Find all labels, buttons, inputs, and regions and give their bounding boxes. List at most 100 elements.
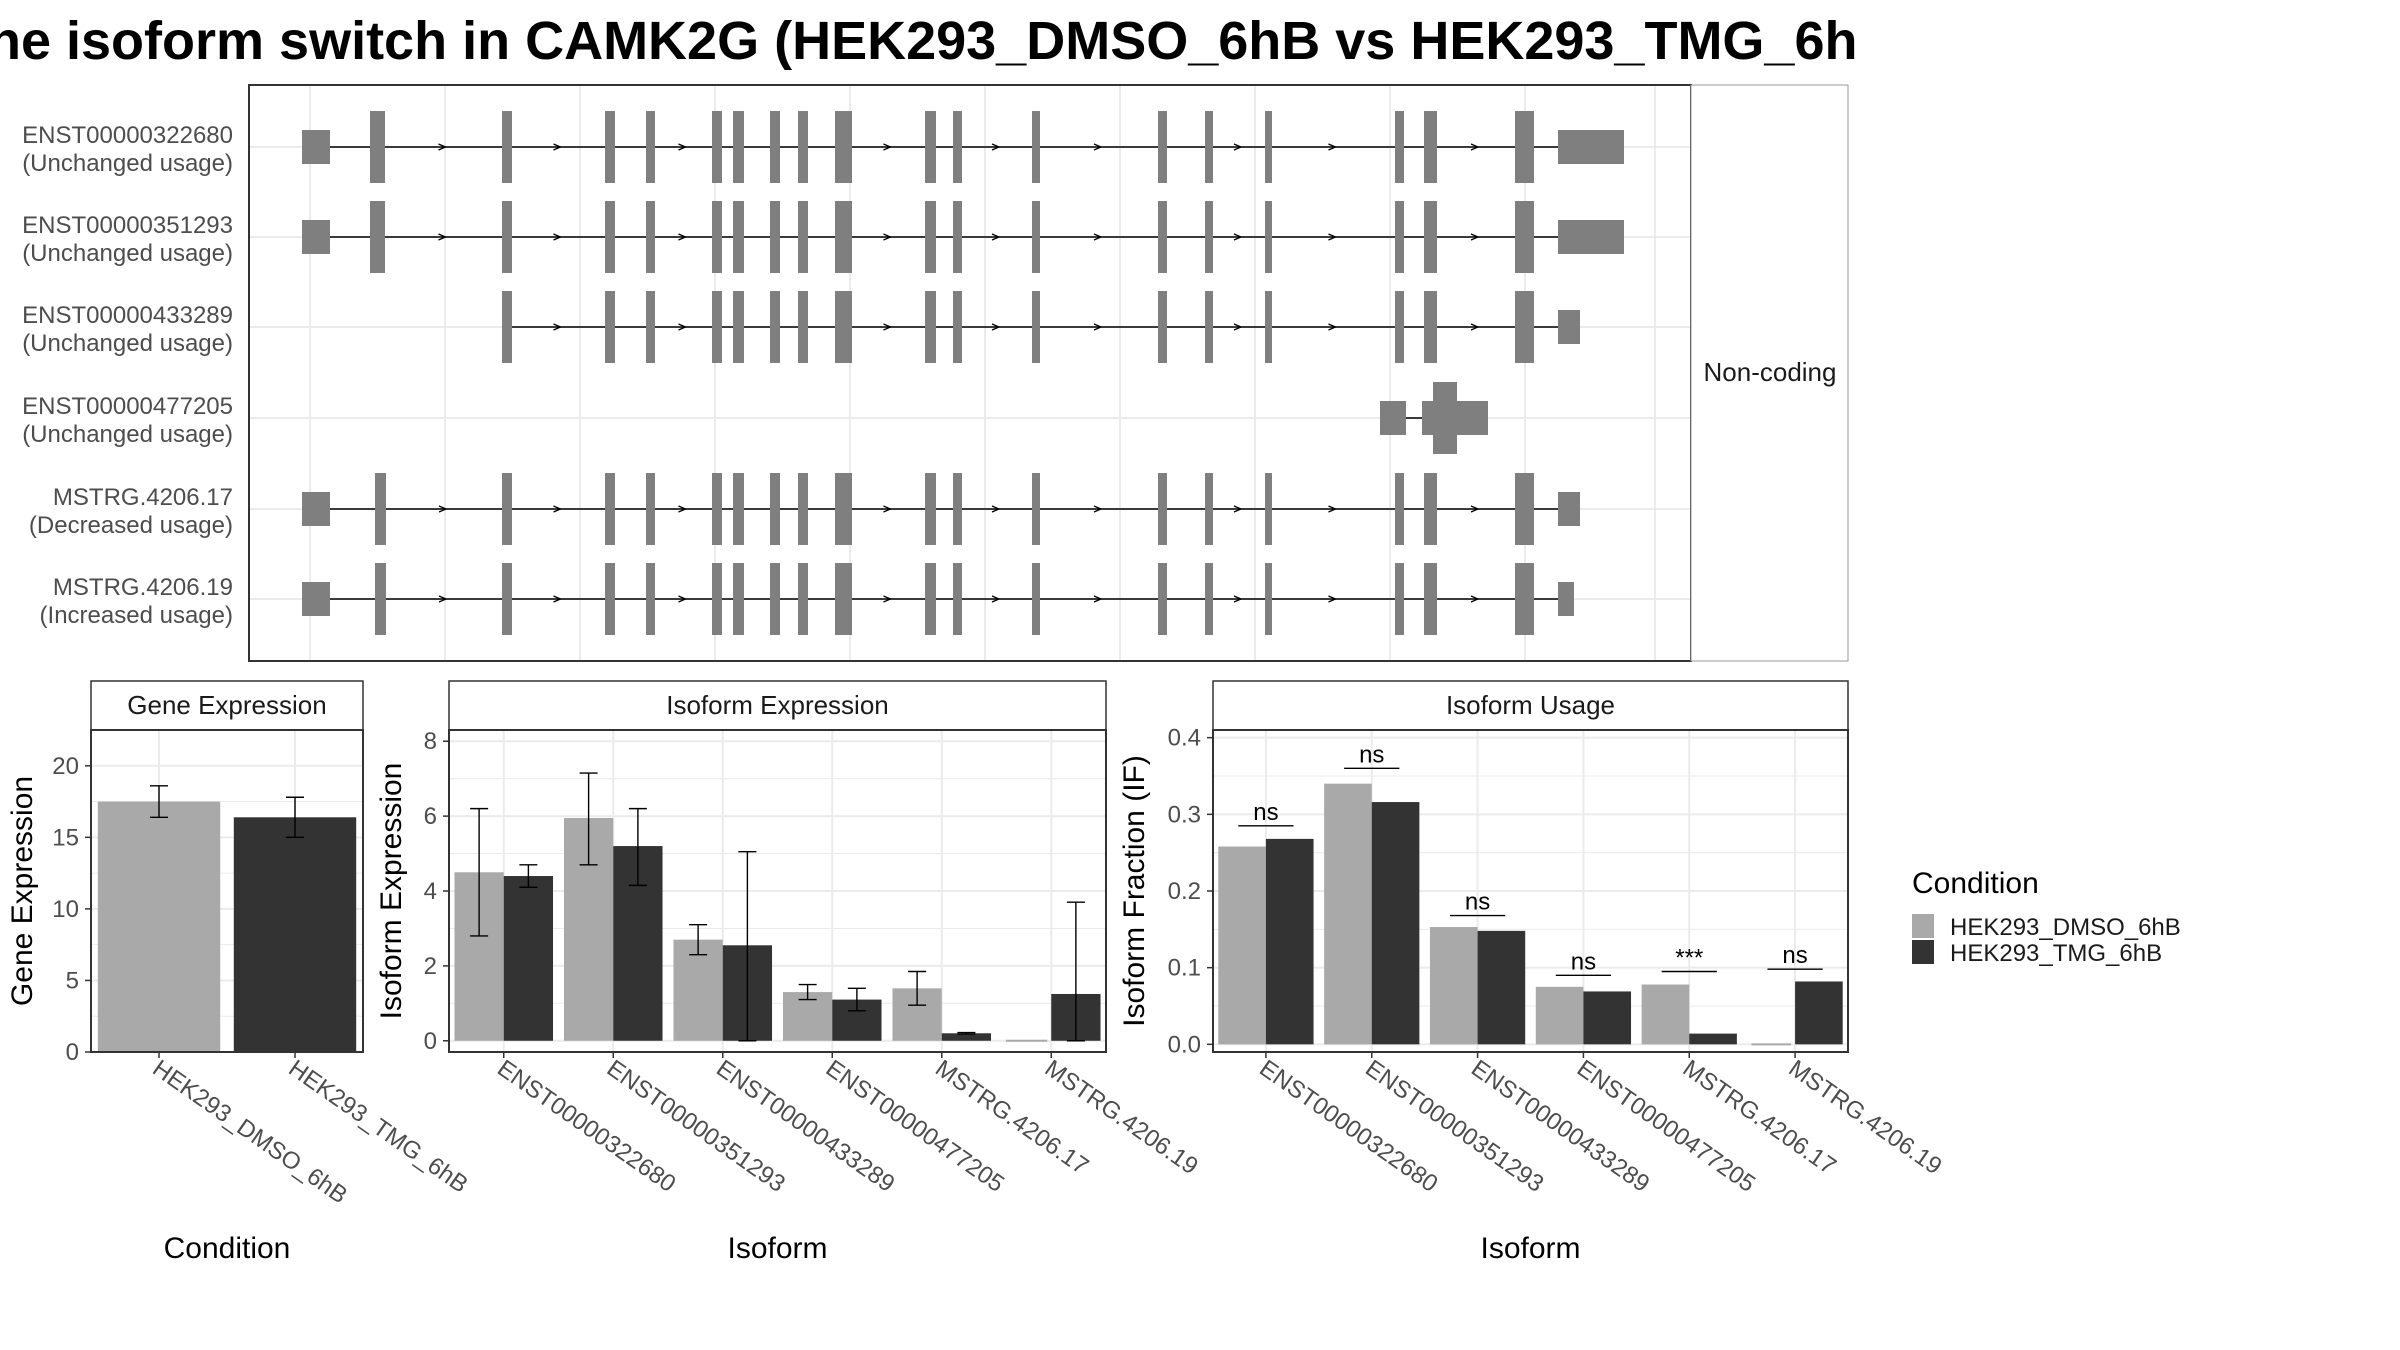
strand-arrow xyxy=(553,595,563,603)
strand-arrow xyxy=(1470,595,1480,603)
exon xyxy=(712,111,722,183)
exon xyxy=(370,111,385,183)
exon xyxy=(502,473,512,545)
exon xyxy=(1515,201,1534,273)
significance-label: *** xyxy=(1675,945,1703,972)
exon xyxy=(1205,111,1213,183)
strand-arrow xyxy=(553,143,563,151)
exon xyxy=(1515,473,1534,545)
exon xyxy=(925,201,936,273)
y-tick-label: 10 xyxy=(52,896,79,923)
exon-utr xyxy=(302,492,314,526)
x-tick-label: ENST00000477205 xyxy=(1572,1055,1760,1198)
panel-strip xyxy=(448,680,1107,731)
strand-arrow xyxy=(678,323,688,331)
y-tick-label: 0.2 xyxy=(1168,878,1201,905)
transcript-usage-label: (Unchanged usage) xyxy=(22,150,233,177)
strand-arrow xyxy=(1093,505,1103,513)
exon xyxy=(835,563,852,635)
strand-arrow xyxy=(1093,595,1103,603)
strand-arrow xyxy=(1233,505,1243,513)
strand-arrow xyxy=(1470,505,1480,513)
strand-arrow xyxy=(991,323,1001,331)
exon xyxy=(605,473,615,545)
exon xyxy=(770,201,780,273)
exon xyxy=(375,473,386,545)
exon xyxy=(1424,563,1437,635)
y-tick-label: 5 xyxy=(66,967,79,994)
exon-utr xyxy=(1558,582,1574,616)
bar xyxy=(97,801,221,1052)
exon xyxy=(712,291,722,363)
bar xyxy=(1265,838,1314,1045)
transcript-usage-label: (Decreased usage) xyxy=(29,512,233,539)
x-tick-label: ENST00000477205 xyxy=(821,1055,1009,1198)
transcript-id-label: ENST00000322680 xyxy=(22,122,233,149)
exon xyxy=(712,563,722,635)
exon xyxy=(502,291,512,363)
strand-arrow xyxy=(1093,323,1103,331)
transcript-id-label: ENST00000433289 xyxy=(22,302,233,329)
y-tick-label: 0 xyxy=(424,1028,437,1055)
strand-arrow xyxy=(991,595,1001,603)
y-tick-label: 4 xyxy=(424,878,437,905)
transcript-id-label: MSTRG.4206.17 xyxy=(53,484,233,511)
y-axis-title: Isoform Fraction (IF) xyxy=(1118,755,1151,1027)
strand-arrow xyxy=(438,233,448,241)
strand-arrow xyxy=(438,143,448,151)
panel-border xyxy=(90,729,364,1053)
exon xyxy=(925,291,936,363)
exon xyxy=(953,291,962,363)
exon-utr xyxy=(1558,310,1580,344)
exon xyxy=(1265,291,1272,363)
exon-utr xyxy=(1558,220,1624,254)
significance-label: ns xyxy=(1465,889,1490,916)
exon-utr xyxy=(1558,492,1580,526)
x-axis-title: Isoform xyxy=(727,1232,827,1265)
bar xyxy=(1324,783,1372,1045)
panel-title: Isoform Expression xyxy=(666,690,889,720)
exon xyxy=(1032,473,1040,545)
exon xyxy=(953,473,962,545)
exon xyxy=(733,291,744,363)
exon xyxy=(1395,111,1404,183)
transcript-usage-label: (Increased usage) xyxy=(40,602,233,629)
bar xyxy=(1535,986,1584,1045)
exon xyxy=(953,563,962,635)
strand-arrow xyxy=(1328,233,1338,241)
legend-swatch xyxy=(1912,914,1934,938)
strand-arrow xyxy=(438,505,448,513)
exon xyxy=(1158,563,1167,635)
exon xyxy=(1205,563,1213,635)
x-tick-label: ENST00000433289 xyxy=(711,1055,899,1198)
strand-arrow xyxy=(883,143,893,151)
exon-utr xyxy=(302,582,314,616)
exon xyxy=(798,291,808,363)
exon xyxy=(770,563,780,635)
y-tick-label: 2 xyxy=(424,953,437,980)
y-tick-label: 0.3 xyxy=(1168,801,1201,828)
bar xyxy=(1218,846,1266,1045)
x-axis-title: Isoform xyxy=(1480,1232,1580,1265)
strand-arrow xyxy=(678,233,688,241)
bar xyxy=(1795,981,1843,1045)
strand-arrow xyxy=(1233,595,1243,603)
strand-arrow xyxy=(883,233,893,241)
exon xyxy=(770,111,780,183)
exon xyxy=(733,111,744,183)
exon xyxy=(1158,473,1167,545)
exon xyxy=(605,111,615,183)
exon xyxy=(370,201,385,273)
strand-arrow xyxy=(991,233,1001,241)
exon xyxy=(1265,111,1272,183)
y-tick-label: 0 xyxy=(66,1039,79,1066)
exon xyxy=(1205,201,1213,273)
significance-label: ns xyxy=(1571,948,1596,975)
strand-arrow xyxy=(1328,505,1338,513)
exon xyxy=(1205,473,1213,545)
strand-arrow xyxy=(678,143,688,151)
strand-arrow xyxy=(1233,143,1243,151)
bar xyxy=(1371,802,1420,1045)
exon xyxy=(646,563,655,635)
exon xyxy=(1265,473,1272,545)
